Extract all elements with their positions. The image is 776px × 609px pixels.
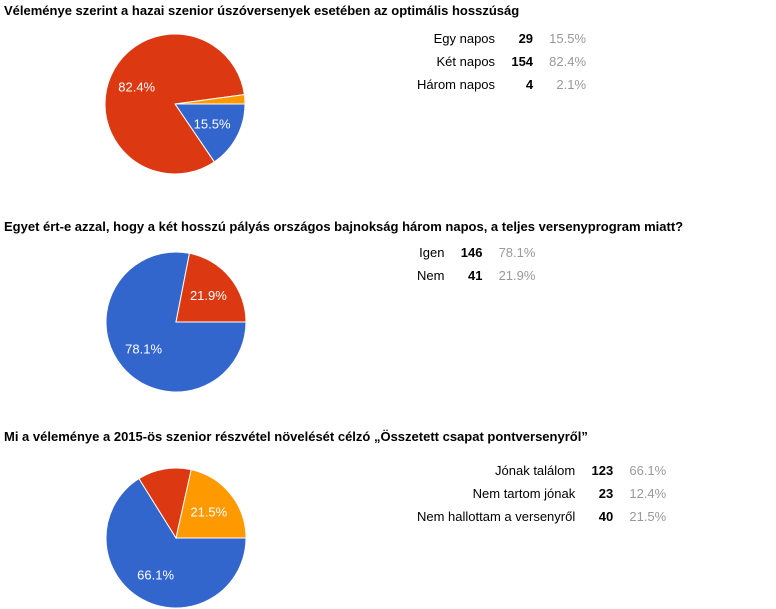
pie-slice [175,252,247,323]
answer-count: 23 [598,486,614,501]
answer-count: 29 [518,31,534,46]
answer-count: 154 [511,54,534,69]
pie-chart: 15.5% 82.4% [104,33,246,175]
pie-chart: 78.1% 21.9% [105,251,247,393]
question-title: Mi a véleménye a 2015-ös szenior részvét… [4,429,588,444]
answer-label: Három napos [417,77,496,92]
pie-slice-label: 21.9% [190,288,227,303]
pie-slice [174,103,246,163]
answers-table: Jónak találom 123 66.1% Nem tartom jónak… [417,459,666,528]
pie-slice [104,33,245,175]
answer-label: Jónak találom [495,463,576,478]
answer-count: 40 [598,509,614,524]
answer-percent: 78.1% [498,245,536,260]
answer-label: Igen [419,245,445,260]
answer-count: 123 [591,463,614,478]
answer-percent: 21.9% [498,268,536,283]
question-title: Véleménye szerint a hazai szenior úszóve… [4,3,520,18]
pie-slice-label: 82.4% [118,79,155,94]
question-title: Egyet ért-e azzal, hogy a két hosszú pál… [4,219,684,234]
answer-count: 4 [525,77,534,92]
answer-count: 146 [460,245,483,260]
answer-label: Két napos [436,54,496,69]
answer-percent: 12.4% [629,486,667,501]
answer-label: Nem hallottam a versenyről [417,509,576,524]
answer-percent: 2.1% [556,77,587,92]
answer-percent: 21.5% [629,509,667,524]
answers-table: Igen 146 78.1% Nem 41 21.9% [417,241,535,287]
pie-slice-label: 66.1% [137,567,174,582]
pie-chart: 66.1% 21.5% [105,467,247,609]
answer-count: 41 [467,268,483,283]
answer-label: Nem tartom jónak [472,486,576,501]
pie-slice-label: 15.5% [194,116,231,131]
pie-slice [175,469,247,539]
answer-label: Egy napos [433,31,496,46]
answer-percent: 82.4% [549,54,587,69]
answer-label: Nem [417,268,445,283]
answer-percent: 15.5% [549,31,587,46]
pie-slice [105,477,247,609]
pie-slice [174,94,246,105]
pie-slice-label: 78.1% [125,341,162,356]
answer-percent: 66.1% [629,463,667,478]
pie-slice-label: 21.5% [190,504,227,519]
answers-table: Egy napos 29 15.5% Két napos 154 82.4% H… [417,27,586,96]
